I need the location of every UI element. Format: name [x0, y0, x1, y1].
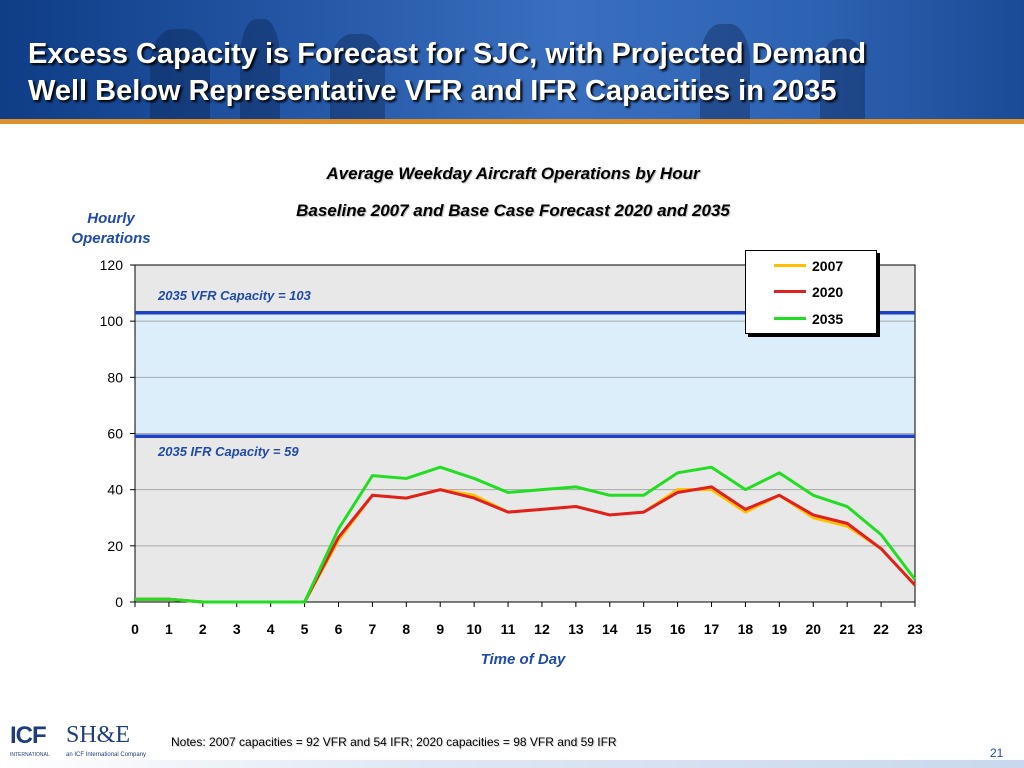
she-logo-subtext: an ICF International Company — [66, 752, 147, 758]
y-tick-label-100: 100 — [100, 313, 124, 329]
ifr-capacity-label: 2035 IFR Capacity = 59 — [158, 444, 299, 459]
x-tick-label-2: 2 — [199, 621, 207, 637]
x-tick-label-14: 14 — [602, 621, 618, 637]
y-tick-label-20: 20 — [107, 538, 123, 554]
footnote: Notes: 2007 capacities = 92 VFR and 54 I… — [171, 735, 617, 749]
x-tick-label-18: 18 — [738, 621, 754, 637]
legend-item-2007: 2007 — [774, 256, 874, 276]
legend-item-2020: 2020 — [774, 282, 874, 302]
banner-stripe — [0, 119, 1024, 124]
y-tick-label-40: 40 — [107, 482, 123, 498]
y-tick-label-80: 80 — [107, 369, 123, 385]
slide-title-line2: Well Below Representative VFR and IFR Ca… — [28, 75, 837, 107]
icf-logo-subtext: INTERNATIONAL — [10, 752, 50, 758]
x-tick-label-10: 10 — [466, 621, 482, 637]
legend-item-2035: 2035 — [774, 309, 874, 329]
legend-label-2007: 2007 — [812, 258, 844, 274]
x-tick-label-6: 6 — [335, 621, 343, 637]
legend-label-2035: 2035 — [812, 311, 844, 327]
vfr-capacity-label: 2035 VFR Capacity = 103 — [158, 288, 311, 303]
x-tick-label-15: 15 — [636, 621, 652, 637]
series-line-2035 — [135, 465, 917, 604]
x-tick-label-8: 8 — [402, 621, 410, 637]
x-axis-label: Time of Day — [480, 651, 566, 668]
x-tick-label-21: 21 — [839, 621, 855, 637]
she-logo: SH&E an ICF International Company — [66, 722, 166, 762]
x-tick-label-11: 11 — [501, 621, 516, 637]
x-tick-label-0: 0 — [131, 621, 139, 637]
x-tick-label-1: 1 — [165, 621, 173, 637]
plot-border — [134, 264, 916, 603]
slide-title-line1: Excess Capacity is Forecast for SJC, wit… — [28, 38, 867, 70]
x-tick-label-17: 17 — [704, 621, 720, 637]
x-tick-label-4: 4 — [267, 621, 275, 637]
title-banner: Excess Capacity is Forecast for SJC, wit… — [0, 0, 1024, 119]
x-tick-label-9: 9 — [436, 621, 444, 637]
x-tick-label-16: 16 — [670, 621, 686, 637]
y-tick-label-60: 60 — [107, 426, 123, 442]
x-tick-label-5: 5 — [301, 621, 309, 637]
page-number: 21 — [990, 746, 1004, 760]
she-logo-text: SH&E — [66, 722, 131, 748]
x-tick-label-19: 19 — [772, 621, 788, 637]
slide-title: Excess Capacity is Forecast for SJC, wit… — [28, 36, 1008, 110]
legend-label-2020: 2020 — [812, 284, 844, 300]
x-tick-label-20: 20 — [805, 621, 821, 637]
x-tick-label-23: 23 — [907, 621, 923, 637]
y-tick-label-0: 0 — [115, 594, 123, 610]
footer-bar — [0, 760, 1024, 768]
x-tick-label-3: 3 — [233, 621, 241, 637]
x-tick-label-22: 22 — [873, 621, 889, 637]
icf-logo: ICF INTERNATIONAL — [10, 722, 54, 762]
chart-subtitle: Baseline 2007 and Base Case Forecast 202… — [296, 201, 730, 220]
x-tick-label-13: 13 — [568, 621, 584, 637]
chart-title: Average Weekday Aircraft Operations by H… — [326, 164, 700, 183]
legend-swatch-2020 — [774, 290, 806, 293]
x-tick-label-12: 12 — [534, 621, 550, 637]
y-tick-label-120: 120 — [100, 257, 124, 273]
chart-legend: 2007 2020 2035 — [745, 250, 877, 334]
legend-swatch-2007 — [774, 264, 806, 267]
y-axis-label: Hourly Operations — [71, 210, 151, 247]
legend-swatch-2035 — [774, 317, 806, 320]
x-tick-label-7: 7 — [368, 621, 376, 637]
icf-logo-text: ICF — [10, 722, 47, 749]
